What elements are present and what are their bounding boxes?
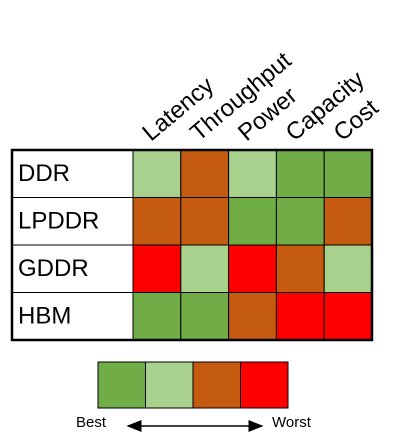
row-label: GDDR <box>18 255 89 282</box>
rating-cell <box>275 197 325 246</box>
row-label: DDR <box>18 160 70 187</box>
table-border <box>10 148 374 342</box>
legend-swatch <box>145 361 194 409</box>
rating-cell <box>132 197 182 246</box>
row-label-cell <box>11 292 134 341</box>
rating-cell <box>132 149 182 198</box>
rating-cell <box>228 244 277 293</box>
rating-cell <box>275 244 325 293</box>
row-label: HBM <box>18 303 71 330</box>
rating-cell <box>323 292 373 341</box>
row-label: LPDDR <box>18 208 99 235</box>
rating-cell <box>180 244 230 293</box>
legend-swatch <box>240 361 289 409</box>
rating-cell <box>228 197 277 246</box>
rating-cell <box>228 292 277 341</box>
rating-cell <box>323 149 373 198</box>
legend-worst: Worst <box>272 414 312 431</box>
legend-swatch <box>192 361 241 409</box>
legend-best: Best <box>76 414 107 431</box>
rating-cell <box>228 149 277 198</box>
rating-cell <box>132 292 182 341</box>
legend-swatch <box>97 361 146 409</box>
rating-cell <box>275 292 325 341</box>
rating-cell <box>180 197 230 246</box>
rating-cell <box>180 149 230 198</box>
rating-cell <box>323 197 373 246</box>
rating-cell <box>323 244 373 293</box>
rating-cell <box>132 244 182 293</box>
rating-cell <box>275 149 325 198</box>
rating-cell <box>180 292 230 341</box>
